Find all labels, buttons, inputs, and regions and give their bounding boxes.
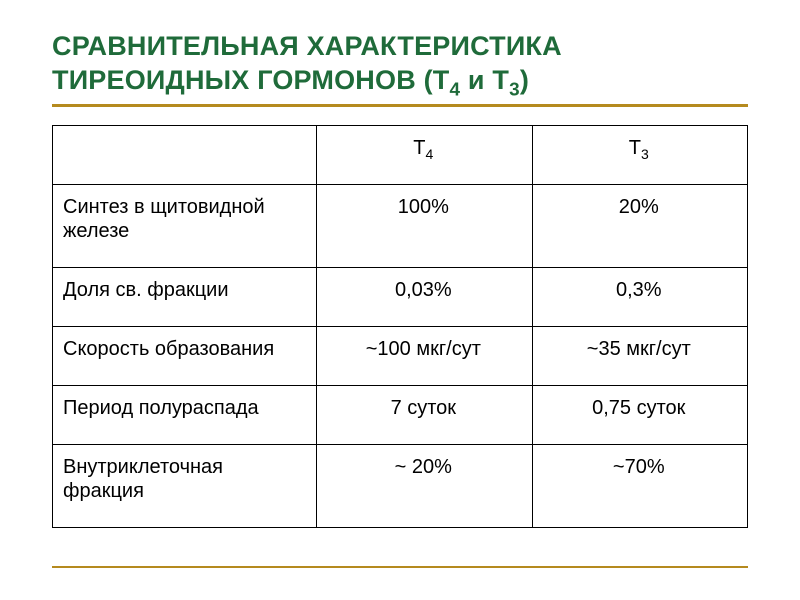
row-label: Внутриклеточная фракция: [53, 444, 317, 527]
header-t3-sub: 3: [641, 146, 649, 162]
title-line2-mid: и Т: [460, 65, 509, 95]
row-label: Доля св. фракции: [53, 267, 317, 326]
slide: СРАВНИТЕЛЬНАЯ ХАРАКТЕРИСТИКА ТИРЕОИДНЫХ …: [0, 0, 800, 600]
row-t4: 100%: [317, 184, 532, 267]
row-t3: 0,75 суток: [532, 385, 747, 444]
row-label: Период полураспада: [53, 385, 317, 444]
row-t4: ~100 мкг/сут: [317, 326, 532, 385]
row-t3: 20%: [532, 184, 747, 267]
title-line2-pre: ТИРЕОИДНЫХ ГОРМОНОВ (Т: [52, 65, 449, 95]
row-t4: ~ 20%: [317, 444, 532, 527]
title-line2-post: ): [520, 65, 529, 95]
footer-rule: [52, 566, 748, 568]
comparison-table: Т4 Т3 Синтез в щитовидной железе 100% 20…: [52, 125, 748, 528]
row-t3: ~70%: [532, 444, 747, 527]
row-label: Скорость образования: [53, 326, 317, 385]
title-line1: СРАВНИТЕЛЬНАЯ ХАРАКТЕРИСТИКА: [52, 31, 562, 61]
header-t4-sub: 4: [426, 146, 434, 162]
title-sub1: 4: [449, 79, 460, 100]
header-t4: Т4: [317, 125, 532, 184]
header-t3-base: Т: [629, 137, 641, 159]
title-sub2: 3: [509, 79, 520, 100]
table-row: Доля св. фракции 0,03% 0,3%: [53, 267, 748, 326]
row-t3: ~35 мкг/сут: [532, 326, 747, 385]
header-t4-base: Т: [413, 137, 425, 159]
table-row: Скорость образования ~100 мкг/сут ~35 мк…: [53, 326, 748, 385]
header-t3: Т3: [532, 125, 747, 184]
slide-title: СРАВНИТЕЛЬНАЯ ХАРАКТЕРИСТИКА ТИРЕОИДНЫХ …: [52, 30, 748, 98]
row-t4: 0,03%: [317, 267, 532, 326]
row-label: Синтез в щитовидной железе: [53, 184, 317, 267]
table-row: Период полураспада 7 суток 0,75 суток: [53, 385, 748, 444]
table-header-row: Т4 Т3: [53, 125, 748, 184]
header-empty: [53, 125, 317, 184]
title-block: СРАВНИТЕЛЬНАЯ ХАРАКТЕРИСТИКА ТИРЕОИДНЫХ …: [52, 30, 748, 107]
table-row: Внутриклеточная фракция ~ 20% ~70%: [53, 444, 748, 527]
row-t3: 0,3%: [532, 267, 747, 326]
table-row: Синтез в щитовидной железе 100% 20%: [53, 184, 748, 267]
row-t4: 7 суток: [317, 385, 532, 444]
